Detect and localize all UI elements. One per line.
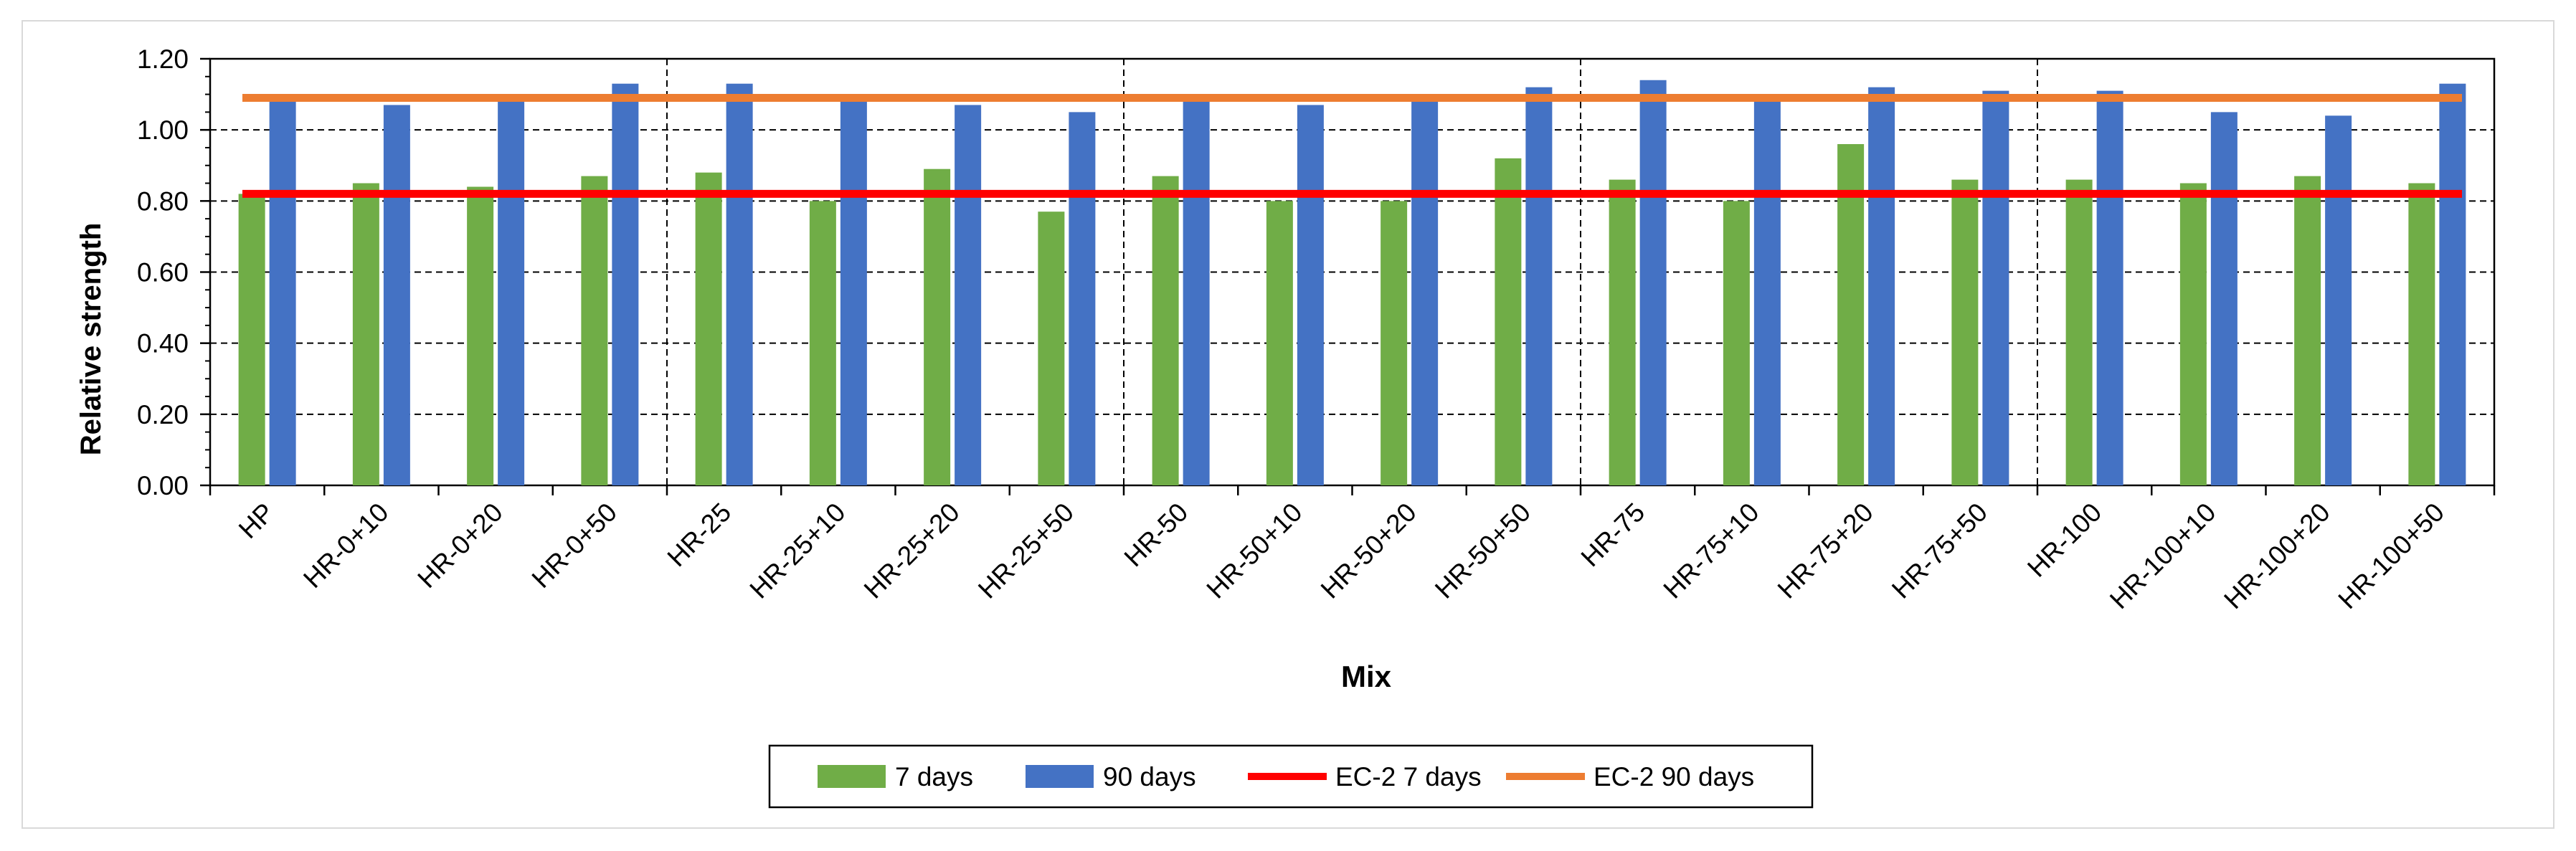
bar-7-days-hr-25 <box>695 172 722 485</box>
bar-7-days-hr-25-50 <box>1038 211 1065 485</box>
bar-7-days-hr-100-10 <box>2179 183 2207 485</box>
bar-90-days-hr-25-20 <box>955 105 982 486</box>
x-tick-label: HR-0+10 <box>298 498 394 594</box>
bar-90-days-hr-100-50 <box>2439 83 2466 486</box>
x-tick-label: HR-50+20 <box>1315 498 1422 604</box>
y-tick-label: 0.80 <box>137 186 189 216</box>
bar-90-days-hr-50 <box>1183 101 1210 485</box>
bar-7-days-hr-50-50 <box>1495 158 1522 486</box>
y-tick-label: 0.60 <box>137 258 189 287</box>
x-tick-label: HR-100+10 <box>2104 498 2222 615</box>
bar-90-days-hr-50-10 <box>1297 105 1324 486</box>
x-tick-label: HR-25+50 <box>972 498 1079 604</box>
bar-90-days-hr-50-20 <box>1411 101 1439 485</box>
legend-label-ec-2-90-days: EC-2 90 days <box>1594 762 1754 791</box>
bar-7-days-hr-100-20 <box>2294 176 2321 485</box>
x-tick-label: HR-50 <box>1119 498 1194 573</box>
bar-7-days-hr-50-10 <box>1266 201 1293 485</box>
bar-7-days-hr-75-10 <box>1723 201 1750 485</box>
bar-90-days-hr-75-10 <box>1753 101 1781 485</box>
x-tick-label: HR-75+20 <box>1772 498 1879 604</box>
legend-swatch-7-days <box>818 765 886 788</box>
x-tick-label: HR-100+50 <box>2333 498 2450 615</box>
bar-7-days-hr-0-50 <box>581 176 608 485</box>
legend-label-7-days: 7 days <box>895 762 973 791</box>
x-tick-label: HR-50+50 <box>1429 498 1536 604</box>
bar-90-days-hr-0-10 <box>383 105 410 486</box>
x-tick-label: HP <box>233 498 280 544</box>
bar-90-days-hr-25 <box>726 83 753 486</box>
bars <box>238 80 2466 486</box>
legend-swatch-90-days <box>1026 765 1094 788</box>
x-tick-label: HR-100+20 <box>2218 498 2336 615</box>
y-tick-label: 1.00 <box>137 115 189 145</box>
bar-90-days-hr-0-50 <box>612 83 639 486</box>
bar-7-days-hp <box>238 194 265 485</box>
bar-7-days-hr-25-20 <box>924 168 951 486</box>
bar-90-days-hr-0-20 <box>498 101 525 485</box>
x-tick-label: HR-0+50 <box>526 498 622 594</box>
x-tick-label: HR-0+20 <box>412 498 508 594</box>
bar-7-days-hr-0-20 <box>467 186 494 485</box>
legend: 7 days 90 days EC-2 7 days EC-2 90 days <box>768 744 1814 809</box>
x-tick-label: HR-25+10 <box>744 498 851 604</box>
x-axis-label: Mix <box>1341 660 1392 693</box>
bar-90-days-hr-75-50 <box>1982 90 2009 485</box>
x-tick-label: HR-50+10 <box>1201 498 1308 604</box>
y-tick-labels: 0.00 0.20 0.40 0.60 0.80 1.00 1.20 <box>137 44 189 500</box>
bar-7-days-hr-75-20 <box>1837 144 1865 485</box>
bar-90-days-hr-100 <box>2096 90 2123 485</box>
x-tick-label: HR-75 <box>1576 498 1651 573</box>
bar-7-days-hr-0-10 <box>352 183 379 485</box>
bar-7-days-hr-50-20 <box>1381 201 1408 485</box>
bar-90-days-hr-50-50 <box>1525 87 1553 485</box>
y-tick-label: 0.20 <box>137 400 189 429</box>
y-tick-label: 1.20 <box>137 44 189 74</box>
bar-90-days-hr-75-20 <box>1868 87 1895 485</box>
bar-7-days-hr-25-10 <box>809 201 836 485</box>
legend-label-ec-2-7-days: EC-2 7 days <box>1335 762 1482 791</box>
bar-90-days-hr-25-50 <box>1069 112 1096 485</box>
bar-7-days-hr-100-50 <box>2408 183 2435 485</box>
bar-7-days-hr-75 <box>1609 179 1636 486</box>
bar-7-days-hr-75-50 <box>1951 179 1979 486</box>
bar-90-days-hr-100-10 <box>2210 112 2238 485</box>
bar-90-days-hp <box>269 101 296 485</box>
y-tick-label: 0.40 <box>137 329 189 358</box>
group-separators <box>666 59 2038 485</box>
bar-7-days-hr-50 <box>1152 176 1179 485</box>
bar-90-days-hr-75 <box>1639 80 1667 485</box>
bar-90-days-hr-100-20 <box>2325 115 2352 486</box>
bar-7-days-hr-100 <box>2065 179 2093 486</box>
y-axis-label: Relative strength <box>75 223 107 456</box>
reference-lines <box>242 94 2462 198</box>
x-tick-label: HR-25+20 <box>858 498 965 604</box>
x-tick-label: HR-75+10 <box>1658 498 1765 604</box>
x-tick-label: HR-75+50 <box>1886 498 1993 604</box>
y-tick-label: 0.00 <box>137 471 189 500</box>
bar-90-days-hr-25-10 <box>840 94 867 486</box>
legend-label-90-days: 90 days <box>1103 762 1196 791</box>
x-tick-label: HR-25 <box>662 498 737 573</box>
x-tick-label: HR-100 <box>2022 498 2107 583</box>
axes <box>200 57 2496 495</box>
x-tick-labels: HP HR-0+10 HR-0+20 HR-0+50 HR-25 HR-25+10 HR-2… <box>233 498 2450 615</box>
